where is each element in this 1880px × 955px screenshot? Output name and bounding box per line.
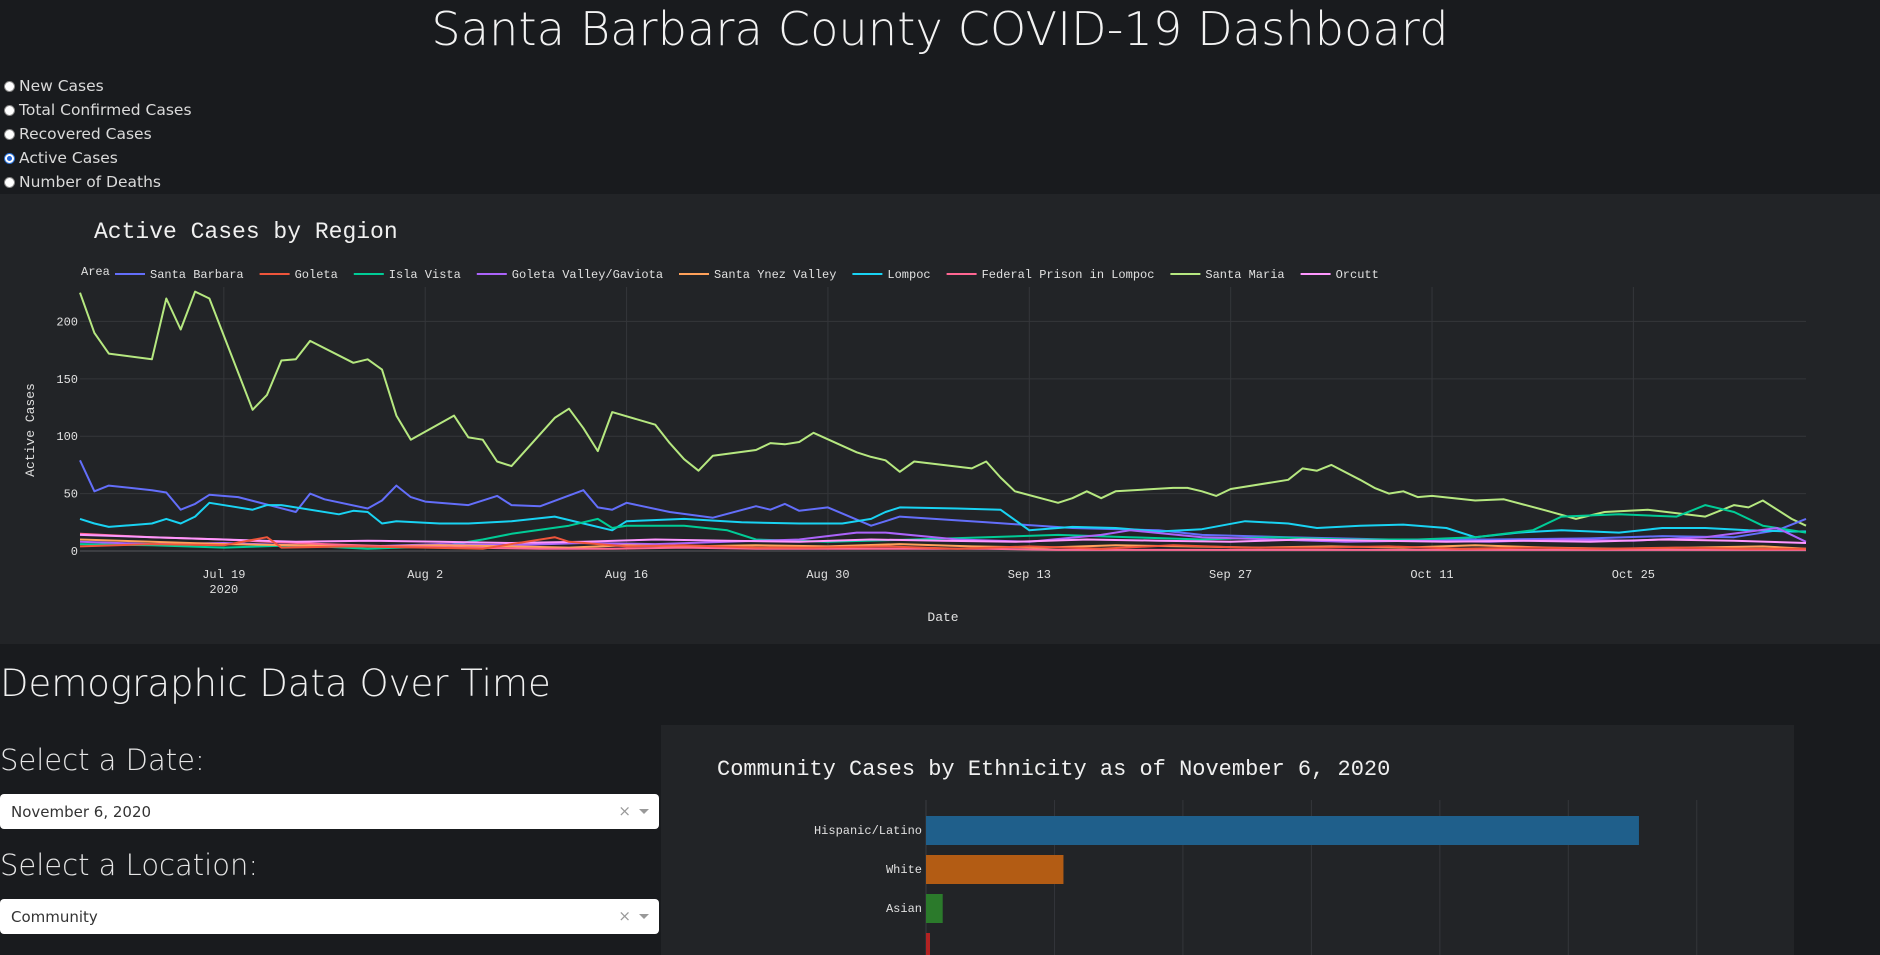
chart-title: Active Cases by Region (94, 219, 398, 245)
location-select-label: Select a Location: (0, 848, 259, 882)
legend-label: Santa Maria (1205, 268, 1284, 282)
legend-label: Federal Prison in Lompoc (982, 268, 1155, 282)
metric-option-label: Number of Deaths (19, 173, 162, 191)
series-line-lompoc[interactable] (79, 501, 1806, 539)
chart-title: Community Cases by Ethnicity as of Novem… (717, 757, 1390, 782)
x-tick-label: Oct 25 (1612, 568, 1655, 582)
metric-option[interactable]: New Cases (4, 74, 192, 98)
x-tick-label: Aug 16 (605, 568, 648, 582)
y-axis-title: Active Cases (23, 383, 38, 477)
clear-icon[interactable]: × (618, 802, 631, 820)
radio-button[interactable] (4, 80, 15, 92)
metric-option[interactable]: Total Confirmed Cases (4, 98, 192, 122)
metric-option-label: Active Cases (19, 149, 118, 167)
date-dropdown-value: November 6, 2020 (11, 802, 152, 821)
legend-item[interactable]: Orcutt (1300, 268, 1379, 282)
metric-option[interactable]: Active Cases (4, 146, 192, 170)
radio-button[interactable] (4, 152, 15, 164)
category-label: Hispanic/Latino (814, 824, 922, 838)
metric-radio-group: New Cases Total Confirmed Cases Recovered … (4, 74, 192, 194)
legend-label: Santa Barbara (150, 268, 244, 282)
radio-button[interactable] (4, 104, 15, 116)
bar-partial[interactable] (926, 933, 930, 955)
metric-option[interactable]: Recovered Cases (4, 122, 192, 146)
y-tick-label: 200 (56, 315, 78, 329)
series-line-santa-maria[interactable] (79, 290, 1807, 527)
y-tick-label: 100 (56, 430, 78, 444)
legend-item[interactable]: Goleta (259, 268, 338, 282)
location-dropdown[interactable]: Community × (0, 899, 659, 934)
series-line-goleta[interactable] (79, 536, 1806, 550)
legend-item[interactable]: Federal Prison in Lompoc (946, 268, 1155, 282)
legend-label: Santa Ynez Valley (714, 268, 836, 282)
x-tick-label: Aug 2 (407, 568, 443, 582)
x-axis-title: Date (927, 610, 958, 625)
bar-white[interactable] (926, 855, 1064, 884)
y-tick-label: 50 (64, 488, 78, 502)
location-dropdown-value: Community (11, 907, 98, 926)
legend-label: Goleta Valley/Gaviota (512, 268, 663, 282)
x-tick-year: 2020 (209, 583, 238, 597)
legend-item[interactable]: Santa Maria (1170, 268, 1285, 282)
category-label: White (886, 863, 922, 877)
bar-asian[interactable] (926, 894, 943, 923)
ethnicity-chart-panel: Community Cases by Ethnicity as of Novem… (661, 725, 1794, 955)
legend-item[interactable]: Isla Vista (353, 268, 461, 282)
metric-option-label: Total Confirmed Cases (19, 101, 192, 119)
date-select-label: Select a Date: (0, 743, 205, 777)
x-tick-label: Sep 27 (1209, 568, 1252, 582)
metric-option[interactable]: Number of Deaths (4, 170, 192, 194)
legend-item[interactable]: Goleta Valley/Gaviota (476, 268, 663, 282)
legend-item[interactable]: Santa Ynez Valley (679, 268, 836, 282)
chevron-down-icon[interactable] (639, 809, 649, 814)
legend-item[interactable]: Santa Barbara (115, 268, 244, 282)
chevron-down-icon[interactable] (639, 914, 649, 919)
y-tick-label: 0 (71, 545, 78, 559)
metric-option-label: Recovered Cases (19, 125, 152, 143)
series-line-santa-barbara[interactable] (79, 459, 1807, 541)
radio-button[interactable] (4, 176, 15, 188)
demographic-section-title: Demographic Data Over Time (0, 662, 551, 705)
legend-label: Isla Vista (389, 268, 461, 282)
metric-option-label: New Cases (19, 77, 104, 95)
x-tick-label: Jul 19 (202, 568, 245, 582)
legend-label: Goleta (295, 268, 338, 282)
y-tick-label: 150 (56, 373, 78, 387)
bar-hispanic-latino[interactable] (926, 816, 1639, 845)
page-title: Santa Barbara County COVID-19 Dashboard (431, 2, 1449, 56)
x-tick-label: Sep 13 (1008, 568, 1051, 582)
ethnicity-bar-chart: Community Cases by Ethnicity as of Novem… (717, 757, 1698, 955)
date-dropdown[interactable]: November 6, 2020 × (0, 794, 659, 829)
legend-item[interactable]: Lompoc (852, 268, 931, 282)
clear-icon[interactable]: × (618, 907, 631, 925)
legend-title: Area (81, 265, 110, 279)
series-line-orcutt[interactable] (79, 533, 1807, 544)
legend-label: Orcutt (1336, 268, 1379, 282)
legend-label: Lompoc (887, 268, 930, 282)
x-tick-label: Aug 30 (806, 568, 849, 582)
active-cases-chart-panel: Active Cases by Region Jul 19 2020 Aug 2 Aug… (0, 194, 1880, 644)
radio-button[interactable] (4, 128, 15, 140)
x-tick-label: Oct 11 (1410, 568, 1453, 582)
category-label: Asian (886, 902, 922, 916)
